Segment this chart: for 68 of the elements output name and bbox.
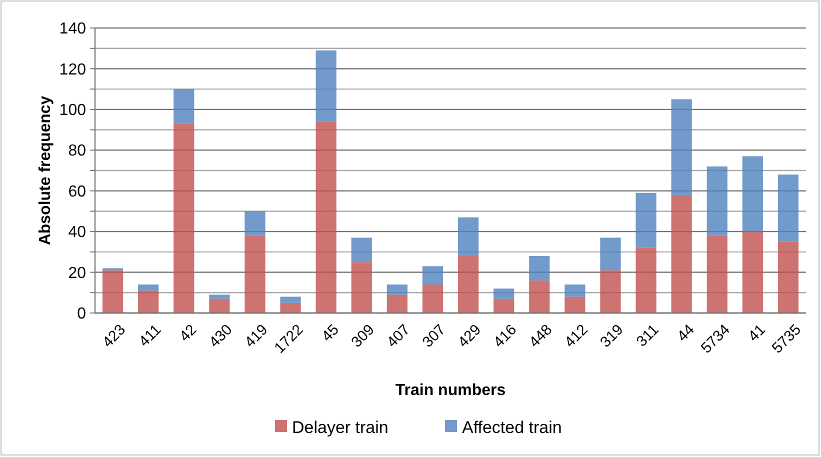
bar [564,284,586,297]
bar [494,298,514,313]
x-tick-label: 42 [176,321,200,346]
bar [280,296,301,303]
x-tick-label: 44 [674,321,698,346]
bar [351,262,372,313]
bar [742,156,763,232]
bar [351,238,372,262]
bar [529,280,550,313]
bar [778,242,799,313]
bar [138,284,159,291]
y-tick-label: 100 [59,102,86,120]
x-tick-label: 309 [348,321,378,351]
bar [174,89,194,124]
y-tick-label: 140 [59,20,86,38]
legend-label: Affected train [462,418,562,437]
bar [742,232,763,313]
x-tick-label: 419 [242,321,272,351]
bar [706,166,728,236]
x-tick-label: 45 [318,321,342,346]
x-tick-label: 423 [99,321,130,351]
y-tick-label: 40 [68,224,86,242]
bar [564,296,586,313]
bar [636,192,656,248]
bar [244,211,266,236]
bar [458,256,479,313]
x-tick-label: 311 [633,321,662,350]
bar [209,294,230,299]
y-tick-label: 60 [68,183,86,200]
x-tick-label: 429 [454,321,485,351]
legend-label: Delayer train [292,418,388,437]
bar [529,256,550,280]
x-tick-label: 430 [206,321,236,351]
x-axis-title: Train numbers [395,382,506,399]
bar [600,238,621,270]
bar [458,217,479,256]
bar [636,248,656,313]
x-tick-label: 416 [490,321,520,351]
bar [316,50,336,122]
bar [422,284,444,313]
bar [600,270,621,313]
bar [494,288,514,299]
y-tick-label: 0 [77,306,86,323]
bar [706,236,728,313]
x-tick-label: 319 [597,321,627,351]
bar [102,270,124,313]
y-axis-title: Absolute frequency [37,96,54,246]
bar [386,294,408,313]
bar [138,290,159,313]
x-tick-label: 412 [561,321,592,351]
bar [244,236,266,313]
x-tick-label: 448 [526,321,556,351]
bar [671,99,692,195]
y-tick-label: 20 [68,264,86,282]
y-tick-label: 120 [59,61,86,78]
bar [209,298,230,313]
bar [386,284,408,295]
bar [422,266,444,284]
bar [280,302,301,313]
bar [671,194,692,313]
bar [174,124,194,313]
bar [778,174,799,242]
x-tick-label: 407 [384,321,414,351]
x-tick-label: 41 [745,321,769,346]
x-tick-label: 411 [136,321,165,350]
y-tick-label: 80 [68,142,86,160]
x-tick-label: 307 [419,321,449,351]
bar [316,122,336,313]
